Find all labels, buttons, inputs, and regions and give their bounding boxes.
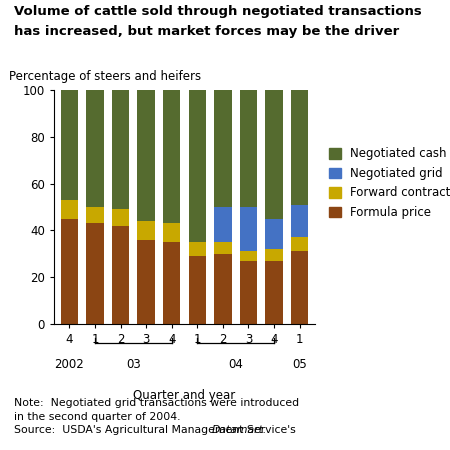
Bar (61, 219, 78, 324)
Text: Volume of cattle sold through negotiated transactions: Volume of cattle sold through negotiated… (14, 4, 421, 18)
Bar (189, 242, 206, 256)
Text: Note:  Negotiated grid transactions were introduced: Note: Negotiated grid transactions were … (14, 398, 299, 408)
Bar (240, 261, 257, 324)
Bar (163, 242, 180, 324)
Bar (112, 226, 129, 324)
Bar (61, 200, 78, 219)
Text: Source:  USDA's Agricultural Management Service's: Source: USDA's Agricultural Management S… (14, 425, 299, 435)
Bar (214, 90, 232, 207)
Bar (112, 90, 129, 209)
Bar (163, 223, 180, 242)
Text: 05: 05 (292, 358, 307, 371)
Bar (266, 90, 283, 219)
Bar (266, 219, 283, 249)
Text: Quarter and year: Quarter and year (133, 389, 236, 402)
Text: Datamart.: Datamart. (212, 425, 267, 435)
Bar (137, 221, 155, 240)
Bar (240, 207, 257, 252)
Bar (163, 90, 180, 223)
Bar (291, 90, 308, 205)
Bar (240, 252, 257, 261)
Bar (291, 205, 308, 238)
Text: 03: 03 (126, 358, 141, 371)
Bar (189, 256, 206, 324)
Bar (266, 261, 283, 324)
Bar (189, 90, 206, 242)
Text: 04: 04 (228, 358, 243, 371)
Bar (86, 207, 104, 223)
Bar (291, 238, 308, 252)
Bar (240, 90, 257, 207)
Bar (86, 90, 104, 207)
Bar (266, 249, 283, 261)
Bar (214, 254, 232, 324)
Bar (137, 90, 155, 221)
Bar (86, 223, 104, 324)
Bar (112, 209, 129, 226)
Bar (137, 240, 155, 324)
Bar (214, 207, 232, 242)
Bar (291, 252, 308, 324)
Text: 2002: 2002 (54, 358, 84, 371)
Bar (61, 90, 78, 200)
Legend: Negotiated cash, Negotiated grid, Forward contract, Formula price: Negotiated cash, Negotiated grid, Forwar… (329, 148, 450, 219)
Text: has increased, but market forces may be the driver: has increased, but market forces may be … (14, 25, 399, 38)
Text: in the second quarter of 2004.: in the second quarter of 2004. (14, 412, 180, 422)
Bar (214, 242, 232, 254)
Text: Percentage of steers and heifers: Percentage of steers and heifers (9, 70, 201, 83)
